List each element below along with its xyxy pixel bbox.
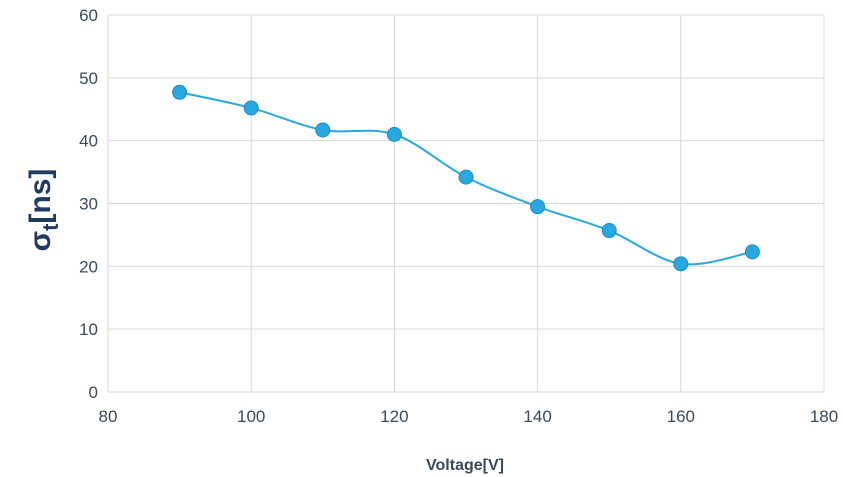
y-tick-label: 40 [79, 132, 98, 151]
y-axis-label-rest: [ns] [24, 169, 57, 224]
x-axis-label: Voltage[V] [426, 457, 504, 474]
y-tick-label: 10 [79, 320, 98, 339]
gridlines [107, 14, 825, 393]
data-point [673, 256, 689, 272]
data-point [458, 169, 474, 185]
x-tick-label: 140 [523, 407, 551, 426]
data-points [172, 84, 760, 272]
y-axis-ticks: 0 10 20 30 40 50 60 [79, 6, 98, 402]
y-tick-label: 50 [79, 69, 98, 88]
y-tick-label: 60 [79, 6, 98, 25]
data-point [601, 223, 617, 239]
x-tick-label: 100 [237, 407, 265, 426]
y-tick-label: 20 [79, 257, 98, 276]
data-point [386, 126, 402, 142]
y-axis-label-sub: t [38, 223, 63, 231]
x-tick-label: 120 [380, 407, 408, 426]
data-point [243, 100, 259, 116]
x-tick-label: 180 [810, 407, 838, 426]
y-tick-label: 0 [89, 383, 98, 402]
y-axis-label: σt[ns] [24, 169, 63, 252]
x-tick-label: 160 [667, 407, 695, 426]
data-point [744, 244, 760, 260]
x-axis-ticks: 80 100 120 140 160 180 [99, 407, 839, 426]
y-axis-label-main: σ [24, 231, 57, 252]
data-point [315, 122, 331, 138]
y-tick-label: 30 [79, 195, 98, 214]
data-point [530, 199, 546, 215]
x-tick-label: 80 [99, 407, 118, 426]
data-point [172, 84, 188, 100]
